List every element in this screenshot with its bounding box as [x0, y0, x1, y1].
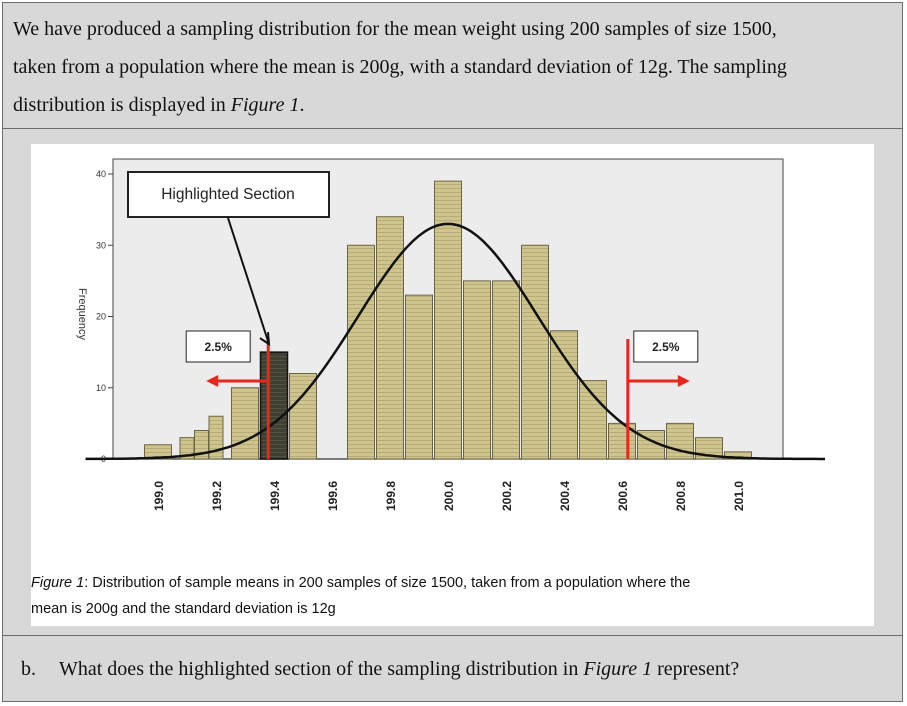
question-section: b. What does the highlighted section of t… [3, 635, 902, 702]
normal-curve [85, 222, 825, 461]
caption-line-2: mean is 200g and the standard deviation … [31, 601, 336, 617]
histogram-bar [492, 280, 520, 460]
intro-line-3-prefix: distribution is displayed in [13, 94, 231, 116]
caption-text-1: : Distribution of sample means in 200 sa… [84, 575, 691, 591]
question-figure-reference: Figure 1 [583, 658, 653, 680]
y-axis-label: Frequency [76, 288, 88, 340]
histogram-bar [289, 373, 317, 460]
highlighted-bar [259, 351, 289, 460]
x-tick-label: 200.0 [442, 481, 456, 511]
percent-label-box [633, 330, 699, 363]
y-tick-label: 20 [96, 312, 106, 322]
question-text-prefix: What does the highlighted section of the… [59, 658, 584, 680]
question-text-suffix: represent? [657, 658, 740, 680]
figure-1: Frequency 0 10 20 30 40 2.5% 2.5% 199.0 199.2 199.… [31, 144, 874, 626]
y-tick-label: 30 [96, 240, 106, 250]
caption-line-1: Figure 1: Distribution of sample means i… [31, 570, 874, 596]
y-tick-label: 10 [96, 383, 106, 393]
histogram-bar [405, 294, 433, 460]
callout-arrow-shaft [227, 217, 270, 345]
histogram-bar [208, 415, 224, 460]
x-tick-label: 199.0 [152, 481, 166, 511]
histogram-bar [231, 387, 259, 460]
histogram-bar [724, 451, 752, 460]
histogram-bar [550, 330, 578, 460]
x-tick-label: 201.0 [732, 481, 746, 511]
histogram-bar [376, 216, 404, 460]
question-label: b. [21, 658, 36, 680]
histogram-bar [434, 180, 462, 460]
x-tick-label: 200.6 [616, 481, 630, 511]
intro-paragraph: We have produced a sampling distribution… [13, 10, 893, 124]
x-tick-label: 199.2 [210, 481, 224, 511]
x-tick-label: 199.4 [268, 481, 282, 511]
x-tick-label: 200.8 [674, 481, 688, 511]
callout-label: Highlighted Section [161, 186, 295, 203]
x-tick-label: 200.2 [500, 481, 514, 511]
x-tick-label: 200.4 [558, 481, 572, 511]
intro-line-3: distribution is displayed in Figure 1. [13, 86, 893, 124]
histogram-bar [347, 244, 375, 460]
histogram-bar [579, 380, 607, 460]
cutoff-arrow-head [677, 375, 690, 387]
percent-label: 2.5% [652, 340, 680, 354]
question-b: b. What does the highlighted section of t… [21, 658, 739, 681]
cutoff-arrow-head [206, 375, 219, 387]
intro-section: We have produced a sampling distribution… [3, 3, 902, 129]
intro-line-1: We have produced a sampling distribution… [13, 18, 777, 40]
x-tick-label: 199.8 [384, 481, 398, 511]
intro-line-2: taken from a population where the mean i… [13, 56, 787, 78]
histogram-bar [521, 244, 549, 460]
caption-figure-label: Figure 1 [31, 575, 85, 591]
y-tick-label: 40 [96, 169, 106, 179]
percent-label-box [185, 330, 251, 363]
figure-caption: Figure 1: Distribution of sample means i… [31, 570, 874, 622]
intro-line-3-suffix: . [299, 94, 305, 116]
histogram-bar [144, 444, 172, 460]
callout-arrow-head [259, 332, 271, 347]
percent-label: 2.5% [205, 340, 233, 354]
x-tick-label: 199.6 [326, 481, 340, 511]
figure-reference: Figure 1 [230, 94, 300, 116]
histogram-bar [463, 280, 491, 460]
callout-box [127, 171, 330, 218]
